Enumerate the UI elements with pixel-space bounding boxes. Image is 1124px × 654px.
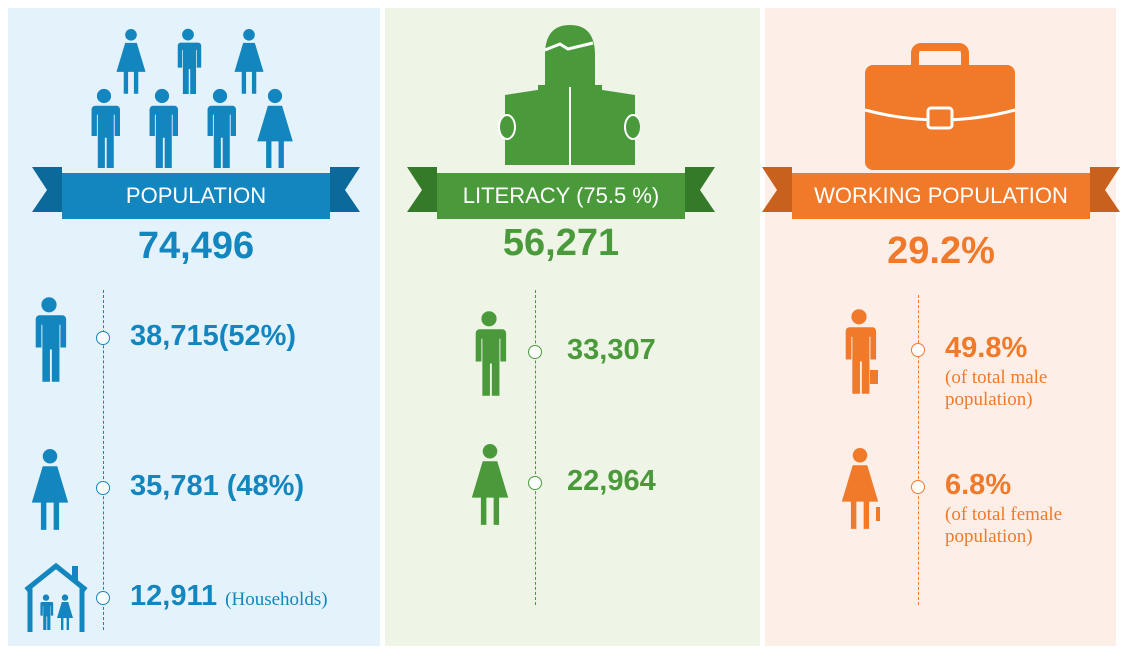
house-icon: [22, 560, 92, 634]
man-icon: [30, 296, 68, 382]
people-group-icon: [85, 28, 305, 168]
connector-dot: [528, 476, 542, 490]
item-value: 12,911 (Households): [130, 580, 328, 613]
item-number: 35,781 (48%): [130, 470, 304, 502]
man-icon: [470, 310, 508, 396]
connector-dot: [911, 480, 925, 494]
item-note: (of total male population): [945, 367, 1095, 411]
total-value: 56,271: [411, 222, 711, 265]
item-value: 49.8%(of total male population): [945, 332, 1095, 411]
divider: [535, 290, 536, 605]
item-value: 35,781 (48%): [130, 470, 304, 503]
total-value: 29.2%: [791, 230, 1091, 273]
item-value: 6.8%(of total female population): [945, 469, 1095, 548]
divider: [918, 295, 919, 605]
connector-dot: [96, 481, 110, 495]
reader-icon: [490, 15, 640, 165]
item-number: 33,307: [567, 334, 656, 366]
item-number: 38,715(52%): [130, 320, 296, 352]
man-icon: [840, 308, 878, 394]
item-number: 22,964: [567, 465, 656, 497]
connector-dot: [96, 331, 110, 345]
woman-icon: [30, 446, 70, 532]
woman-icon: [840, 445, 880, 531]
connector-dot: [528, 345, 542, 359]
item-value: 33,307: [567, 334, 656, 367]
item-value: 38,715(52%): [130, 320, 296, 353]
item-number: 12,911: [130, 580, 217, 612]
banner-label: POPULATION: [62, 173, 330, 219]
connector-dot: [96, 591, 110, 605]
banner-label: LITERACY (75.5 %): [437, 173, 685, 219]
infographic: (() => { const data = JSON.parse(documen…: [0, 0, 1124, 654]
connector-dot: [911, 343, 925, 357]
banner-label: WORKING POPULATION: [792, 173, 1090, 219]
item-number: 6.8%: [945, 469, 1011, 501]
item-value: 22,964: [567, 465, 656, 498]
item-note: (Households): [225, 589, 327, 610]
woman-icon: [470, 441, 510, 527]
item-note: (of total female population): [945, 504, 1095, 548]
total-value: 74,496: [46, 225, 346, 268]
item-number: 49.8%: [945, 332, 1027, 364]
